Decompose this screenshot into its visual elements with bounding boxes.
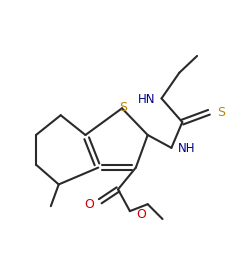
Text: HN: HN (138, 93, 156, 106)
Text: NH: NH (178, 142, 196, 155)
Text: S: S (119, 101, 127, 114)
Text: O: O (84, 198, 94, 211)
Text: O: O (136, 208, 146, 221)
Text: S: S (217, 106, 225, 119)
